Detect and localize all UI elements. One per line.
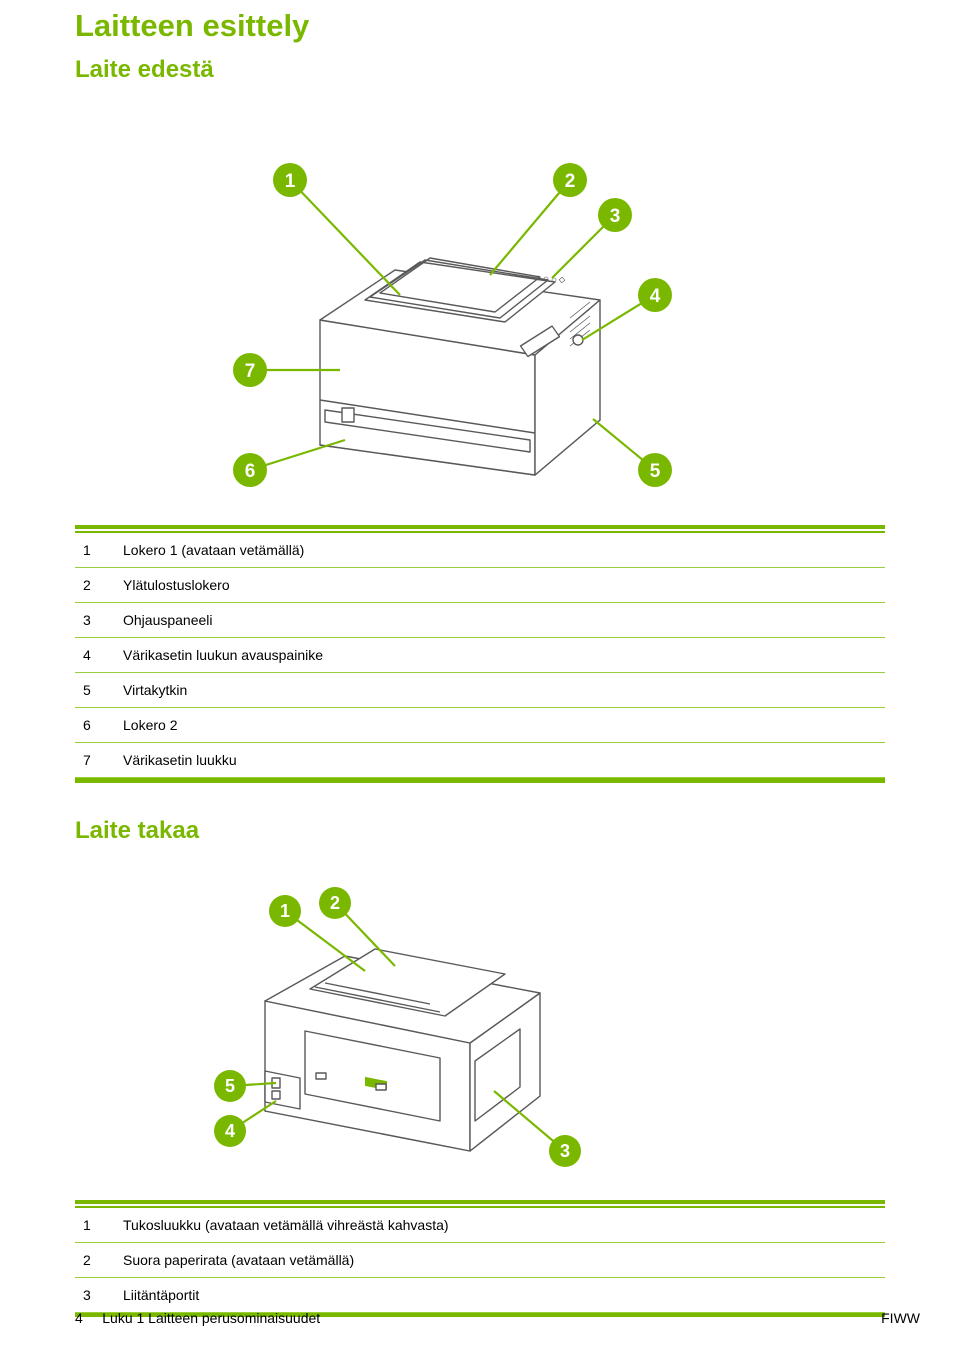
table-row: 7Värikasetin luukku (75, 743, 885, 778)
svg-text:3: 3 (560, 1141, 570, 1161)
callout-number: 7 (75, 743, 115, 778)
callout-number: 1 (75, 533, 115, 568)
page-footer: 4 Luku 1 Laitteen perusominaisuudet FIWW (75, 1310, 920, 1326)
callout-label: Virtakytkin (115, 673, 885, 708)
svg-text:6: 6 (245, 461, 256, 482)
callout-label: Värikasetin luukun avauspainike (115, 638, 885, 673)
back-diagram: 1 2 3 4 5 (170, 861, 885, 1176)
svg-text:5: 5 (650, 461, 661, 482)
callout-number: 3 (75, 1277, 115, 1312)
table-row: 5Virtakytkin (75, 673, 885, 708)
callout-label: Lokero 2 (115, 708, 885, 743)
callout-number: 5 (75, 673, 115, 708)
svg-text:5: 5 (225, 1076, 235, 1096)
table-row: 2Ylätulostuslokero (75, 568, 885, 603)
svg-text:2: 2 (330, 893, 340, 913)
callout-label: Ohjauspaneeli (115, 603, 885, 638)
callout-label: Suora paperirata (avataan vetämällä) (115, 1242, 885, 1277)
callout-number: 1 (75, 1208, 115, 1243)
footer-left: 4 Luku 1 Laitteen perusominaisuudet (75, 1310, 320, 1326)
table-row: 4Värikasetin luukun avauspainike (75, 638, 885, 673)
table-row: 1Lokero 1 (avataan vetämällä) (75, 533, 885, 568)
svg-text:4: 4 (650, 286, 661, 307)
table-row: 2Suora paperirata (avataan vetämällä) (75, 1242, 885, 1277)
callout-label: Ylätulostuslokero (115, 568, 885, 603)
table-row: 3Ohjauspaneeli (75, 603, 885, 638)
front-diagram: 1 2 3 4 5 6 7 (170, 100, 885, 505)
back-callout-table: 1Tukosluukku (avataan vetämällä vihreäst… (75, 1200, 885, 1318)
footer-page-number: 4 (75, 1310, 83, 1326)
front-callout-table: 1Lokero 1 (avataan vetämällä)2Ylätulostu… (75, 525, 885, 783)
table-row: 6Lokero 2 (75, 708, 885, 743)
svg-text:2: 2 (565, 171, 576, 192)
table-row: 1Tukosluukku (avataan vetämällä vihreäst… (75, 1208, 885, 1243)
svg-text:1: 1 (280, 901, 290, 921)
callout-label: Lokero 1 (avataan vetämällä) (115, 533, 885, 568)
callout-label: Värikasetin luukku (115, 743, 885, 778)
section-back-heading: Laite takaa (75, 817, 885, 845)
svg-text:4: 4 (225, 1121, 235, 1141)
callout-number: 6 (75, 708, 115, 743)
page-title: Laitteen esittely (75, 8, 885, 44)
callout-number: 2 (75, 568, 115, 603)
svg-text:7: 7 (245, 361, 256, 382)
callout-number: 4 (75, 638, 115, 673)
callout-label: Tukosluukku (avataan vetämällä vihreästä… (115, 1208, 885, 1243)
svg-text:1: 1 (285, 171, 296, 192)
callout-number: 2 (75, 1242, 115, 1277)
footer-right: FIWW (881, 1310, 920, 1326)
callout-number: 3 (75, 603, 115, 638)
section-front-heading: Laite edestä (75, 56, 885, 84)
footer-chapter: Luku 1 Laitteen perusominaisuudet (102, 1310, 320, 1326)
callout-label: Liitäntäportit (115, 1277, 885, 1312)
svg-text:3: 3 (610, 206, 621, 227)
table-row: 3Liitäntäportit (75, 1277, 885, 1312)
